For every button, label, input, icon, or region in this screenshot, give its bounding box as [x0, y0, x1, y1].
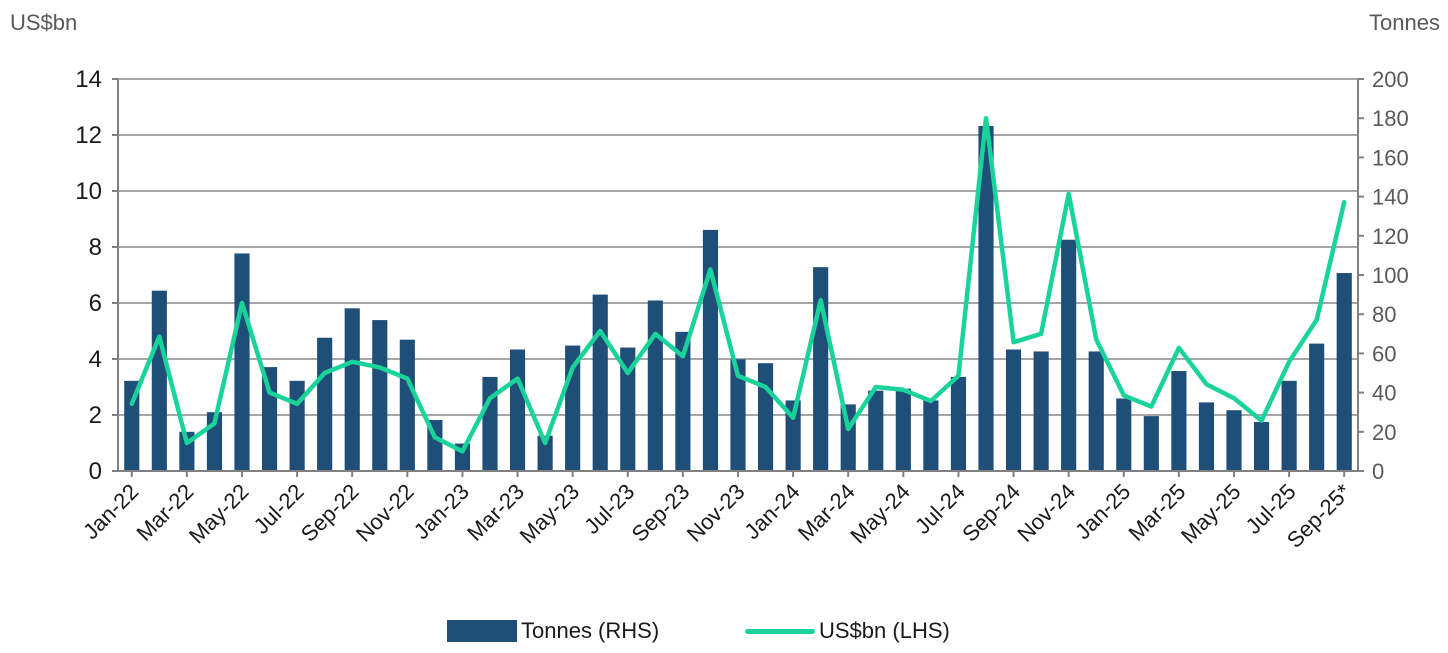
- x-tick-label: May-22: [184, 479, 254, 549]
- line-series-usbn: [129, 115, 1347, 454]
- x-tick-label: Nov-22: [351, 479, 419, 547]
- bar-Jan-24: [785, 400, 801, 471]
- bar-Aug-23: [647, 300, 663, 471]
- right-tick-label: 100: [1372, 263, 1409, 288]
- bar-Jun-23: [592, 294, 608, 471]
- right-tick-label: 40: [1372, 381, 1396, 406]
- bar-Dec-23: [757, 363, 774, 471]
- bar-Jul-25: [1281, 380, 1297, 471]
- bar-Jul-22: [289, 380, 305, 471]
- right-axis-unit-label: Tonnes: [1369, 10, 1440, 35]
- bar-Feb-24: [813, 267, 829, 471]
- bar-Oct-23: [702, 229, 719, 471]
- left-tick-label: 0: [89, 458, 102, 485]
- bar-Oct-24: [1033, 351, 1049, 471]
- bar-Nov-23: [730, 359, 746, 471]
- bar-Sep-24: [1005, 349, 1022, 471]
- bar-Apr-24: [868, 390, 884, 471]
- legend-label-usbn: US$bn (LHS): [819, 618, 950, 643]
- x-tick-label: Jan-24: [739, 479, 804, 544]
- right-tick-label: 80: [1372, 302, 1396, 327]
- right-tick-label: 140: [1372, 185, 1409, 210]
- bar-Mar-23: [509, 349, 526, 471]
- bar-Jan-25: [1116, 398, 1132, 471]
- bar-Sep-23: [675, 331, 691, 471]
- left-tick-label: 6: [89, 290, 102, 317]
- bar-Jul-23: [620, 347, 636, 471]
- right-tick-label: 60: [1372, 341, 1396, 366]
- bar-Dec-24: [1088, 351, 1104, 471]
- x-tick-label: May-23: [515, 479, 585, 549]
- bar-Jun-24: [923, 400, 939, 471]
- left-axis-ticks: 0 2 4 6 8 10 12 14: [75, 66, 118, 485]
- x-tick-label: Nov-24: [1012, 479, 1080, 547]
- left-tick-label: 8: [89, 234, 102, 261]
- x-tick-label: Jan-23: [409, 479, 474, 544]
- x-tick-label: Sep-22: [296, 479, 364, 547]
- legend-swatch-bar: [447, 620, 517, 642]
- x-tick-label: May-24: [845, 479, 915, 549]
- right-tick-label: 120: [1372, 224, 1409, 249]
- legend-item-tonnes: Tonnes (RHS): [447, 618, 659, 644]
- bar-Jun-25: [1253, 422, 1270, 471]
- x-tick-label: Jan-22: [78, 479, 143, 544]
- bar-Nov-22: [399, 339, 415, 471]
- right-tick-label: 0: [1372, 459, 1384, 484]
- bar-Sep-25*: [1336, 273, 1352, 471]
- x-tick-label: Sep-24: [957, 479, 1025, 547]
- x-tick-label: Jan-25: [1070, 479, 1135, 544]
- bar-Aug-22: [317, 337, 333, 471]
- bar-Oct-22: [372, 320, 388, 471]
- bar-Jul-24: [950, 376, 967, 471]
- bar-series-tonnes: [124, 126, 1352, 471]
- bar-Jan-22: [124, 380, 140, 471]
- bar-Feb-23: [482, 376, 498, 471]
- bar-May-24: [895, 388, 911, 471]
- left-tick-label: 4: [89, 346, 102, 373]
- bar-Aug-25: [1309, 343, 1325, 471]
- left-axis-unit-label: US$bn: [10, 10, 78, 35]
- bar-Aug-24: [978, 126, 994, 471]
- x-tick-label: Nov-23: [682, 479, 750, 547]
- right-tick-label: 180: [1372, 106, 1409, 131]
- legend-item-usbn: US$bn (LHS): [745, 618, 950, 644]
- right-tick-label: 20: [1372, 420, 1396, 445]
- bar-Nov-24: [1061, 239, 1077, 471]
- left-tick-label: 14: [75, 66, 102, 93]
- left-tick-label: 12: [75, 122, 102, 149]
- bar-Sep-22: [344, 308, 360, 471]
- left-tick-label: 2: [89, 402, 102, 429]
- bar-May-25: [1226, 410, 1242, 471]
- x-tick-label: May-25: [1176, 479, 1246, 549]
- right-tick-label: 200: [1372, 67, 1409, 92]
- legend-swatch-line: [745, 628, 815, 634]
- right-tick-label: 160: [1372, 145, 1409, 170]
- left-tick-label: 10: [75, 178, 102, 205]
- bar-May-22: [234, 253, 250, 471]
- bar-Mar-25: [1171, 371, 1187, 471]
- x-axis-ticks: Jan-22Mar-22May-22Jul-22Sep-22Nov-22Jan-…: [78, 471, 1356, 553]
- legend-label-tonnes: Tonnes (RHS): [521, 618, 660, 643]
- x-tick-label: Sep-23: [627, 479, 695, 547]
- right-axis-ticks: 0 20 40 60 80 100 120 140 160 180 200: [1358, 67, 1409, 484]
- bar-Feb-25: [1143, 416, 1159, 471]
- bar-Apr-25: [1198, 402, 1215, 471]
- bar-Feb-22: [151, 290, 167, 471]
- bar-Apr-23: [537, 435, 553, 471]
